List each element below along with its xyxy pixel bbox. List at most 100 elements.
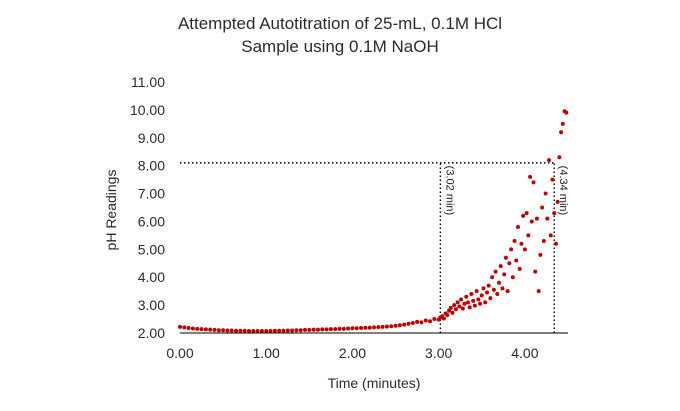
data-point [203, 327, 208, 332]
plot-area: (3.02 min) (4.34 min) 0.00 1.00 2.00 3.00 4.0… [130, 74, 569, 361]
data-point [521, 213, 526, 218]
data-point [290, 328, 295, 333]
data-point [455, 300, 460, 305]
x-axis-title: Time (minutes) [328, 375, 421, 391]
data-point [515, 225, 520, 230]
data-point [221, 328, 226, 333]
y-tick-label: 2.00 [138, 325, 165, 341]
data-point [548, 233, 553, 238]
data-point [491, 287, 496, 292]
data-point [495, 291, 500, 296]
data-point [512, 238, 517, 243]
data-point [528, 174, 533, 179]
y-tick-label: 5.00 [138, 241, 165, 257]
data-point [472, 303, 477, 308]
data-point [346, 326, 351, 331]
y-tick-label: 8.00 [138, 158, 165, 174]
data-point [303, 327, 308, 332]
data-point [281, 328, 286, 333]
data-points [178, 109, 569, 334]
reference-lines [180, 162, 555, 333]
data-point [212, 327, 217, 332]
data-point [484, 290, 489, 295]
data-point [384, 324, 389, 329]
data-point [195, 326, 200, 331]
data-point [493, 269, 498, 274]
data-point [216, 328, 221, 333]
data-point [564, 110, 569, 115]
data-point [541, 238, 546, 243]
data-point [467, 305, 472, 310]
data-point [402, 322, 407, 327]
data-point [389, 324, 394, 329]
data-point [547, 158, 552, 163]
data-point [268, 329, 273, 334]
data-point [490, 275, 495, 280]
data-point [259, 329, 264, 334]
chart-title-line-1: Attempted Autotitration of 25-mL, 0.1M H… [178, 14, 502, 33]
data-point [320, 327, 325, 332]
data-point [502, 272, 507, 277]
data-point [457, 304, 462, 309]
data-point [186, 325, 191, 330]
data-point [419, 320, 424, 325]
y-tick-label: 3.00 [138, 297, 165, 313]
data-point [307, 327, 312, 332]
data-point [251, 329, 256, 334]
data-point [469, 291, 474, 296]
data-point [514, 258, 519, 263]
data-point [363, 325, 368, 330]
data-point [486, 283, 491, 288]
data-point [380, 324, 385, 329]
x-axis-ticks: 0.00 1.00 2.00 3.00 4.00 [166, 345, 538, 361]
data-point [560, 121, 565, 126]
x-tick-label: 2.00 [339, 345, 366, 361]
data-point [441, 316, 446, 321]
data-point [483, 300, 488, 305]
data-point [246, 329, 251, 334]
data-point [393, 323, 398, 328]
data-point [488, 296, 493, 301]
data-point [199, 327, 204, 332]
data-point [497, 280, 502, 285]
data-point [503, 255, 508, 260]
data-point [538, 252, 543, 257]
data-point [445, 313, 450, 318]
data-point [505, 289, 510, 294]
data-point [478, 301, 483, 306]
data-point [517, 266, 522, 271]
data-point [406, 321, 411, 326]
y-tick-label: 4.00 [138, 269, 165, 285]
data-point [536, 289, 541, 294]
data-point [350, 326, 355, 331]
data-point [337, 326, 342, 331]
data-point [242, 328, 247, 333]
data-point [376, 325, 381, 330]
x-tick-label: 3.00 [425, 345, 452, 361]
data-point [550, 177, 555, 182]
data-point [324, 327, 329, 332]
data-point [474, 289, 479, 294]
x-tick-label: 0.00 [166, 345, 193, 361]
x-tick-label: 1.00 [253, 345, 280, 361]
data-point [450, 310, 455, 315]
data-point [453, 307, 458, 312]
data-point [479, 293, 484, 298]
data-point [448, 305, 453, 310]
data-point [410, 320, 415, 325]
annotations: (3.02 min) (4.34 min) [443, 166, 569, 216]
data-point [341, 326, 346, 331]
y-tick-label: 9.00 [138, 130, 165, 146]
data-point [519, 241, 524, 246]
data-point [452, 303, 457, 308]
y-axis-ticks: 2.00 3.00 4.00 5.00 6.00 7.00 8.00 9.00 10.00 11.… [130, 74, 165, 341]
data-point [367, 325, 372, 330]
data-point [432, 317, 437, 322]
data-point [462, 301, 467, 306]
data-point [359, 325, 364, 330]
data-point [298, 328, 303, 333]
data-point [559, 130, 564, 135]
data-point [509, 247, 514, 252]
data-point [464, 294, 469, 299]
